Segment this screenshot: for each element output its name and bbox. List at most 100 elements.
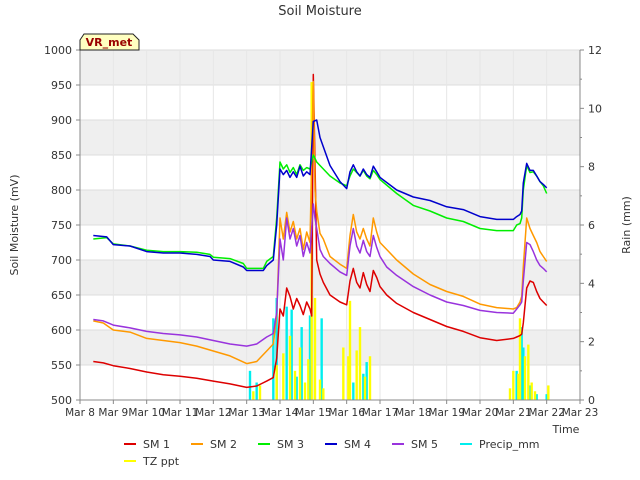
x-tick-label: Mar 17 bbox=[362, 407, 399, 419]
rain-bar-tz-ppt bbox=[517, 373, 520, 400]
series-line-sm-3 bbox=[93, 154, 548, 270]
rain-bar-precip-mm bbox=[528, 385, 532, 400]
series-line-sm-4 bbox=[93, 119, 548, 272]
legend-label-tz-ppt: TZ ppt bbox=[142, 455, 180, 468]
x-tick-label: Mar 19 bbox=[428, 407, 465, 419]
rain-bar-tz-ppt bbox=[252, 391, 255, 400]
x-tick-label: Mar 9 bbox=[98, 407, 128, 419]
y2-tick-label: 8 bbox=[588, 161, 595, 174]
x-tick-label: Mar 20 bbox=[462, 407, 499, 419]
series-line-sm-2 bbox=[93, 80, 548, 365]
x-tick-label: Mar 11 bbox=[162, 407, 199, 419]
rain-bar-tz-ppt bbox=[313, 297, 317, 400]
y-tick-label: 700 bbox=[51, 254, 72, 267]
rain-bar-tz-ppt bbox=[342, 347, 345, 400]
rain-bar-precip-mm bbox=[352, 382, 355, 400]
y-tick-label: 750 bbox=[51, 219, 72, 232]
x-tick-label: Mar 23 bbox=[562, 407, 599, 419]
rain-bar-tz-ppt bbox=[527, 344, 530, 400]
y-tick-label: 650 bbox=[51, 289, 72, 302]
rain-bar-precip-mm bbox=[300, 327, 303, 400]
legend-label-sm-4: SM 4 bbox=[344, 438, 371, 451]
station-label-box: VR_met bbox=[79, 33, 140, 51]
y2-tick-label: 6 bbox=[588, 219, 595, 232]
rain-bar-precip-mm bbox=[272, 318, 275, 400]
y-tick-label: 950 bbox=[51, 79, 72, 92]
rain-bar-tz-ppt bbox=[275, 365, 278, 400]
rain-bar-tz-ppt bbox=[512, 370, 515, 400]
y-axis-label: Soil Moisture (mV) bbox=[8, 175, 21, 276]
background-band bbox=[80, 330, 580, 365]
rain-bar-precip-mm bbox=[545, 394, 548, 400]
legend-label-sm-5: SM 5 bbox=[411, 438, 438, 451]
x-tick-label: Mar 21 bbox=[495, 407, 532, 419]
x-tick-label: Mar 10 bbox=[128, 407, 165, 419]
rain-bar-tz-ppt bbox=[307, 359, 310, 400]
x-tick-label: Mar 16 bbox=[328, 407, 365, 419]
rain-bar-tz-ppt bbox=[508, 388, 512, 400]
y2-axis-label: Rain (mm) bbox=[620, 196, 633, 254]
rain-bar-tz-ppt bbox=[288, 335, 292, 400]
axes: 500 550 600 650 700 750 800 850 900 950 1000 0 2 4 6 8 1… bbox=[44, 44, 602, 419]
series-line-sm-1 bbox=[93, 73, 548, 389]
rain-bar-tz-ppt bbox=[298, 347, 302, 400]
rain-bar-precip-mm bbox=[285, 306, 288, 400]
rain-bar-tz-ppt bbox=[282, 353, 285, 400]
legend-label-sm-1: SM 1 bbox=[143, 438, 170, 451]
y-tick-label: 850 bbox=[51, 149, 72, 162]
x-tick-label: Mar 22 bbox=[528, 407, 565, 419]
rain-bar-tz-ppt bbox=[348, 300, 352, 400]
rain-bar-precip-mm bbox=[535, 394, 538, 400]
rain-bar-precip-mm bbox=[295, 376, 298, 400]
y-tick-label: 600 bbox=[51, 324, 72, 337]
background-band bbox=[80, 260, 580, 295]
rain-bar-tz-ppt bbox=[368, 356, 372, 400]
rain-bar-tz-ppt bbox=[322, 388, 325, 400]
rain-bar-tz-ppt bbox=[358, 327, 362, 400]
rain-bar-precip-mm bbox=[365, 362, 368, 400]
rain-bar-precip-mm bbox=[515, 370, 518, 400]
rain-bar-precip-mm bbox=[248, 370, 252, 400]
rain-bar-precip-mm bbox=[255, 382, 258, 400]
x-axis-label: Time bbox=[552, 423, 580, 436]
x-tick-label: Mar 8 bbox=[65, 407, 95, 419]
series-line-sm-5 bbox=[93, 203, 548, 347]
y2-tick-label: 2 bbox=[588, 336, 595, 349]
rain-bar-precip-mm bbox=[522, 347, 525, 400]
x-tick-label: Mar 12 bbox=[195, 407, 232, 419]
rain-bar-tz-ppt bbox=[355, 350, 358, 400]
rain-bar-tz-ppt bbox=[347, 356, 350, 400]
rain-bar-precip-mm bbox=[520, 327, 523, 400]
x-tick-label: Mar 18 bbox=[395, 407, 432, 419]
rain-bar-precip-mm bbox=[308, 315, 312, 400]
chart-title: Soil Moisture bbox=[278, 4, 362, 19]
rain-bar-tz-ppt bbox=[523, 356, 527, 400]
y-tick-label: 800 bbox=[51, 184, 72, 197]
y-tick-label: 1000 bbox=[44, 44, 72, 57]
rain-bar-tz-ppt bbox=[533, 391, 537, 400]
legend: SM 1 SM 2 SM 3 SM 4 SM 5 Precip_mm TZ ppt bbox=[124, 438, 540, 468]
rain-bar-tz-ppt bbox=[530, 382, 533, 400]
legend-label-precip-mm: Precip_mm bbox=[479, 438, 540, 451]
y2-tick-label: 0 bbox=[588, 394, 595, 407]
rain-bar-tz-ppt bbox=[318, 379, 322, 400]
y2-tick-label: 10 bbox=[588, 102, 602, 115]
rain-bar-tz-ppt bbox=[547, 385, 550, 400]
x-tick-label: Mar 13 bbox=[228, 407, 265, 419]
rain-bar-tz-ppt bbox=[258, 385, 262, 400]
legend-label-sm-2: SM 2 bbox=[210, 438, 237, 451]
y2-tick-label: 4 bbox=[588, 277, 595, 290]
rain-bar-tz-ppt bbox=[363, 376, 367, 400]
y-tick-label: 900 bbox=[51, 114, 72, 127]
x-tick-label: Mar 14 bbox=[262, 407, 299, 419]
background-band bbox=[80, 50, 580, 85]
moisture-lines bbox=[93, 73, 548, 389]
rain-bar-tz-ppt bbox=[518, 318, 522, 400]
legend-label-sm-3: SM 3 bbox=[277, 438, 304, 451]
rain-bar-tz-ppt bbox=[303, 382, 307, 400]
rain-bar-precip-mm bbox=[320, 318, 323, 400]
y-tick-label: 550 bbox=[51, 359, 72, 372]
x-tick-label: Mar 15 bbox=[295, 407, 332, 419]
y2-tick-label: 12 bbox=[588, 44, 602, 57]
